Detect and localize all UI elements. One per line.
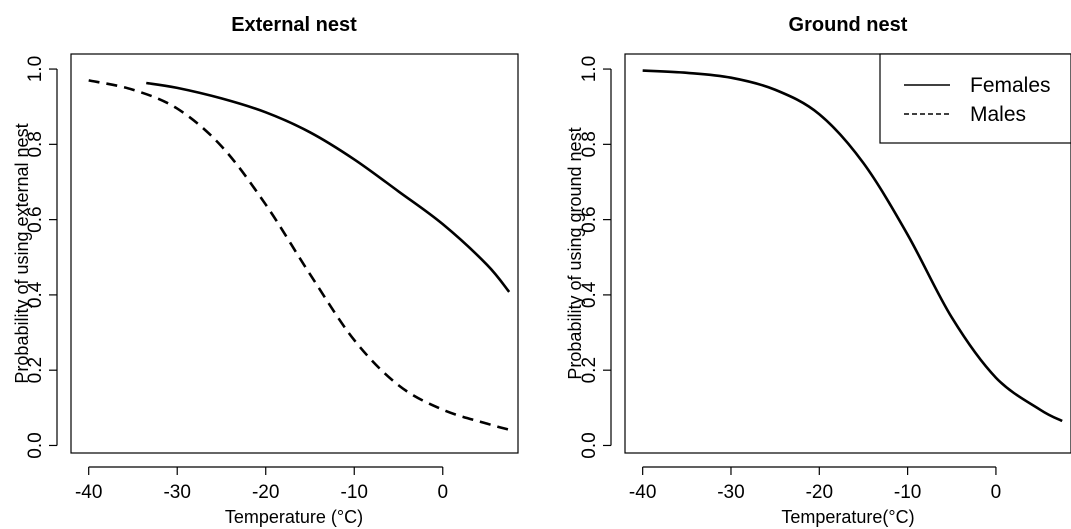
x-tick-label: -40: [629, 482, 656, 503]
y-axis-label: Probability of using ground nest: [565, 127, 585, 379]
y-tick-label: 0.4: [25, 281, 46, 308]
x-tick-label: 0: [437, 482, 448, 503]
legend-label-males: Males: [970, 103, 1026, 126]
y-tick-label: 0.8: [25, 131, 46, 157]
y-tick-label: 0.8: [579, 131, 600, 157]
chart-title: Ground nest: [789, 14, 908, 36]
x-tick-label: -40: [75, 482, 102, 503]
y-tick-label: 0.2: [25, 357, 46, 383]
x-axis-label: Temperature (°C): [225, 507, 363, 527]
x-tick-label: 0: [991, 482, 1002, 503]
y-tick-label: 0.0: [579, 432, 600, 458]
y-tick-label: 0.4: [579, 281, 600, 308]
external-nest-panel: External nest -40 -30 -20 -10 0 Temperature (°…: [12, 14, 519, 527]
y-axis-label: Probability of using external nest: [12, 123, 32, 383]
y-tick-label: 0.6: [25, 206, 46, 232]
x-tick-label: -20: [252, 482, 279, 503]
x-tick-label: -30: [163, 482, 190, 503]
legend-box: [879, 53, 1071, 144]
series-females-line: [642, 69, 1063, 423]
series-females-line: [146, 81, 511, 293]
legend-label-females: Females: [970, 74, 1051, 97]
x-tick-label: -10: [894, 482, 921, 503]
chart-title: External nest: [231, 14, 357, 36]
y-tick-label: 1.0: [579, 56, 600, 82]
plot-frame: [70, 53, 519, 454]
plot-frame: [624, 53, 1071, 454]
x-tick-label: -20: [806, 482, 833, 503]
y-tick-label: 0.2: [579, 357, 600, 383]
x-axis-label: Temperature(°C): [781, 507, 914, 527]
series-males-line: [88, 79, 510, 431]
y-tick-label: 0.6: [579, 206, 600, 232]
x-tick-label: -10: [341, 482, 368, 503]
x-tick-label: -30: [717, 482, 744, 503]
y-tick-label: 1.0: [25, 56, 46, 82]
ground-nest-panel: Ground nest -40 -30 -20 -10 0 Temperature(°C) 0…: [565, 14, 1071, 527]
y-tick-label: 0.0: [25, 432, 46, 458]
